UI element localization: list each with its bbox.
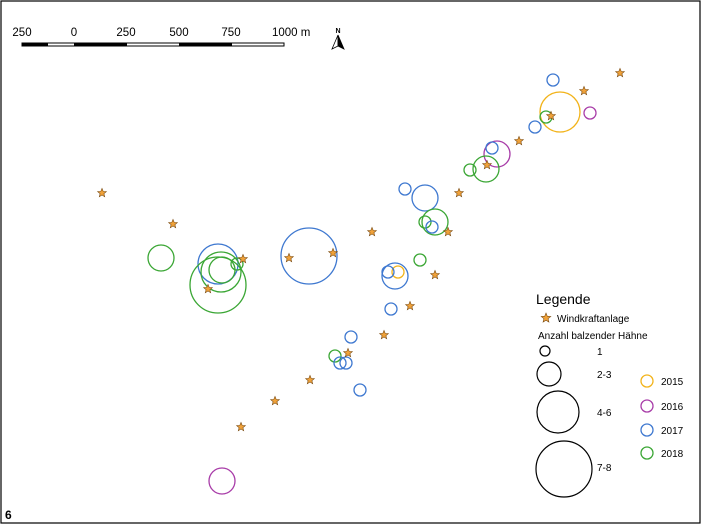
wind-turbine-icon [167,218,179,229]
lek-circle-2017 [197,243,239,285]
scale-bar-segment [179,43,232,46]
lek-circle-2018 [189,256,247,314]
wind-turbine-icon [429,269,441,280]
wind-turbine-icon [578,85,590,96]
wind-turbine-icon [614,67,626,78]
lek-circle-2016 [208,467,236,495]
lek-circle-2017 [280,227,338,285]
wind-turbine-icon [96,187,108,198]
lek-circle-2016 [583,106,597,120]
wind-turbine-icon [453,187,465,198]
legend-size-label-7-8: 7-8 [597,463,612,474]
scale-bar: 250 0 250 500 750 1000 m [12,27,310,47]
wind-turbine-icon [342,347,354,358]
lek-circle-2018 [421,208,449,236]
lek-circle-2018 [328,349,342,363]
lek-circle-2017 [344,330,358,344]
lek-circle-2017 [425,220,439,234]
lek-circle-2018 [413,253,427,267]
lek-circle-2018 [463,163,477,177]
north-label: N [335,28,340,35]
lek-circle-2015 [539,91,581,133]
scale-label-5: 1000 m [272,27,310,39]
turbine-layer [96,67,626,432]
wind-turbine-icon [237,253,249,264]
lek-circle-2018 [472,155,500,183]
legend-title: Legende [536,291,591,307]
scale-label-0: 250 [12,27,31,39]
lek-circle-2017 [398,182,412,196]
legend-year-label-2017: 2017 [661,426,684,437]
wind-turbine-icon [513,135,525,146]
wind-turbine-icon [327,247,339,258]
lek-circle-2017 [411,184,439,212]
legend-star-icon [540,312,552,323]
scale-label-1: 0 [71,27,77,39]
wind-turbine-icon [283,252,295,263]
lek-circle-2017 [333,356,347,370]
lek-circle-2017 [384,302,398,316]
north-arrow-icon: N [331,28,345,50]
lek-circle-2018 [200,251,242,293]
lek-circle-2017 [339,356,353,370]
legend-count-title: Anzahl balzender Hähne [538,331,648,342]
legend-year-circle-2017 [640,423,654,437]
lek-circle-2017 [528,120,542,134]
wind-turbine-icon [269,395,281,406]
legend-year-label-2016: 2016 [661,402,684,413]
lek-circle-2017 [546,73,560,87]
legend: Legende Windkraftanlage Anzahl balzender… [535,291,684,498]
wind-turbine-icon [404,300,416,311]
scale-label-3: 500 [169,27,188,39]
legend-year-circle-2018 [640,446,654,460]
lek-circle-2018 [230,257,244,271]
legend-size-label-1: 1 [597,347,603,358]
scale-bar-outline [21,42,285,47]
lek-circle-2015 [391,265,405,279]
legend-size-circle-4-6 [536,390,580,434]
legend-year-label-2015: 2015 [661,377,684,388]
lek-circle-2018 [147,244,175,272]
wind-turbine-icon [366,226,378,237]
legend-year-circle-2015 [640,374,654,388]
wind-turbine-icon [481,159,493,170]
scale-bar-segment [22,43,48,46]
legend-year-label-2018: 2018 [661,449,684,460]
lek-circle-2018 [418,215,432,229]
legend-size-circle-1 [539,345,551,357]
scale-bar-segment [74,43,127,46]
lek-circle-2017 [381,262,409,290]
wind-turbine-icon [545,110,557,121]
legend-size-circle-7-8 [535,440,593,498]
scale-label-2: 250 [116,27,135,39]
legend-turbine-icon [540,312,552,323]
legend-turbine-label: Windkraftanlage [557,314,630,325]
scale-label-4: 750 [221,27,240,39]
lek-circle-2016 [483,140,511,168]
wind-turbine-icon [442,226,454,237]
lek-layer [147,73,597,495]
lek-circle-2017 [381,265,395,279]
lek-circle-2017 [353,383,367,397]
lek-circle-2017 [485,141,499,155]
legend-year-circle-2016 [640,399,654,413]
wind-turbine-icon [304,374,316,385]
legend-size-label-2-3: 2-3 [597,370,612,381]
wind-turbine-icon [202,283,214,294]
legend-size-label-4-6: 4-6 [597,408,612,419]
panel-label: 6 [5,508,12,522]
wind-turbine-icon [235,421,247,432]
wind-turbine-icon [378,329,390,340]
legend-size-circle-2-3 [536,361,562,387]
